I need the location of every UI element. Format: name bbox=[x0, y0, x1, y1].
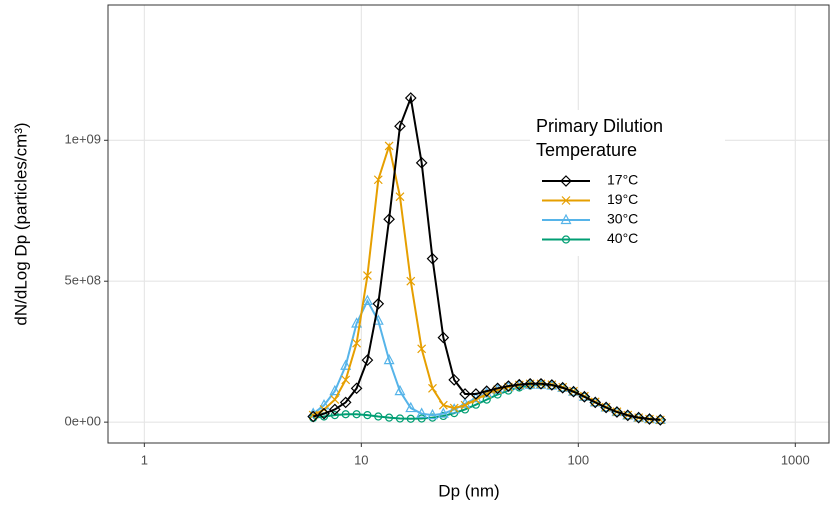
point bbox=[470, 388, 482, 400]
point bbox=[341, 375, 351, 385]
point bbox=[361, 294, 373, 306]
point bbox=[448, 403, 460, 414]
x-tick-label: 1 bbox=[141, 452, 148, 467]
point bbox=[307, 410, 320, 423]
point bbox=[632, 411, 645, 424]
point bbox=[426, 408, 438, 420]
point bbox=[480, 385, 493, 397]
y-axis-title: dN/dLog Dp (particles/cm³) bbox=[11, 122, 30, 325]
legend-label: 17°C bbox=[607, 172, 638, 188]
point bbox=[339, 396, 352, 409]
point bbox=[524, 377, 536, 390]
legend-label: 19°C bbox=[607, 191, 638, 207]
point bbox=[372, 297, 385, 310]
point bbox=[385, 413, 394, 422]
point bbox=[351, 317, 363, 328]
point bbox=[384, 141, 394, 151]
point bbox=[374, 412, 383, 421]
series-layer bbox=[307, 92, 667, 426]
point bbox=[545, 379, 558, 391]
legend-title: Primary Dilution Temperature bbox=[536, 116, 664, 160]
point bbox=[600, 401, 612, 414]
x-axis-title: Dp (nm) bbox=[438, 481, 499, 500]
point bbox=[567, 385, 580, 398]
point bbox=[330, 395, 340, 405]
legend-label: 30°C bbox=[607, 211, 638, 227]
point bbox=[308, 410, 318, 420]
point bbox=[383, 353, 395, 365]
point bbox=[406, 276, 416, 286]
point bbox=[394, 384, 406, 396]
point bbox=[513, 378, 526, 391]
point bbox=[428, 383, 437, 393]
point bbox=[448, 374, 461, 386]
x-tick-label: 10 bbox=[354, 452, 368, 467]
point bbox=[502, 380, 515, 392]
point bbox=[373, 175, 383, 185]
point bbox=[329, 384, 341, 396]
point bbox=[654, 414, 667, 426]
panel-border bbox=[107, 4, 830, 444]
point bbox=[417, 344, 427, 354]
point bbox=[535, 377, 547, 390]
point bbox=[405, 401, 417, 413]
point bbox=[589, 396, 602, 409]
point bbox=[578, 390, 591, 403]
point bbox=[352, 338, 362, 348]
point bbox=[406, 414, 415, 423]
legend-marker bbox=[561, 235, 571, 244]
legend-marker bbox=[560, 175, 572, 187]
series bbox=[307, 92, 667, 426]
point bbox=[415, 156, 428, 169]
point bbox=[352, 410, 361, 419]
point bbox=[416, 407, 428, 418]
point bbox=[437, 407, 449, 418]
point bbox=[363, 271, 372, 281]
point bbox=[491, 382, 504, 395]
legend-marker bbox=[560, 213, 572, 225]
point bbox=[460, 400, 470, 410]
point bbox=[417, 414, 426, 423]
legend-label: 40°C bbox=[607, 230, 638, 246]
y-tick-label: 5e+08 bbox=[64, 273, 101, 288]
point bbox=[318, 407, 330, 420]
point bbox=[394, 120, 406, 133]
x-tick-label: 1000 bbox=[781, 452, 810, 467]
x-tick-label: 100 bbox=[567, 452, 589, 467]
point bbox=[643, 413, 656, 425]
point bbox=[350, 382, 363, 395]
legend: 17°C 19°C 30°C 40°C bbox=[542, 172, 638, 246]
point bbox=[459, 388, 471, 400]
point bbox=[621, 409, 634, 422]
point bbox=[437, 331, 450, 344]
point bbox=[404, 92, 417, 104]
point bbox=[341, 410, 350, 419]
point bbox=[395, 192, 405, 202]
point bbox=[438, 400, 448, 410]
point bbox=[361, 354, 374, 366]
point bbox=[426, 252, 439, 265]
point bbox=[395, 414, 405, 423]
point bbox=[383, 213, 395, 226]
point bbox=[556, 381, 569, 394]
y-tick-label: 0e+00 bbox=[64, 414, 101, 429]
point bbox=[449, 403, 459, 413]
point bbox=[328, 403, 341, 416]
point bbox=[611, 406, 623, 418]
legend-marker bbox=[561, 196, 571, 205]
point bbox=[363, 411, 372, 420]
y-tick-label: 1e+09 bbox=[64, 132, 101, 147]
point bbox=[340, 359, 352, 370]
